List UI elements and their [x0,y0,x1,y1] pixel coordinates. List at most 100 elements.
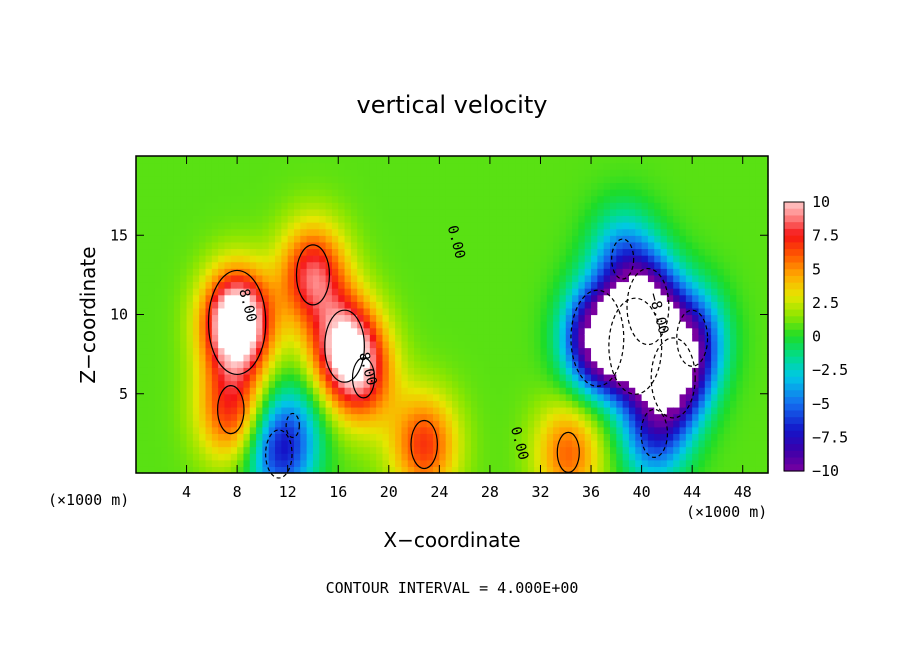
field-cell [470,208,478,217]
field-cell [414,156,421,164]
field-cell [717,367,725,375]
field-cell [439,268,447,276]
field-cell [546,222,554,230]
field-cell [666,241,674,250]
field-cell [660,288,668,296]
field-cell [338,354,346,362]
field-cell [534,255,542,263]
field-cell [173,175,181,184]
field-cell [584,294,592,302]
field-cell [464,182,472,190]
field-cell [508,195,516,203]
field-cell [369,241,377,250]
field-cell [136,420,143,428]
field-cell [673,274,681,283]
field-cell [603,175,611,184]
field-cell [534,189,542,197]
field-cell [673,228,681,236]
field-cell [603,228,611,236]
field-cell [692,446,700,454]
field-cell [388,466,396,474]
field-cell [755,162,763,170]
field-cell [572,156,579,164]
field-cell [262,182,270,190]
field-cell [148,228,156,236]
field-cell [401,459,409,467]
field-cell [553,195,561,203]
field-cell [148,235,156,243]
field-cell [142,321,150,329]
field-cell [363,175,371,184]
field-cell [711,453,719,461]
field-cell [483,393,491,401]
field-cell [647,400,655,408]
field-cell [173,340,181,349]
field-cell [205,228,213,236]
field-cell [483,248,491,256]
field-cell [407,268,415,276]
contour-interval-note: CONTOUR INTERVAL = 4.000E+00 [326,579,579,597]
field-cell [742,354,750,362]
field-cell [186,406,194,415]
field-cell [559,241,567,250]
field-cell [521,380,529,388]
field-cell [426,400,434,408]
field-cell [319,248,327,256]
field-cell [496,281,504,289]
field-cell [148,380,156,388]
field-cell [534,235,542,243]
field-cell [300,228,308,236]
field-cell [527,235,535,243]
field-cell [610,169,617,177]
field-cell [180,281,188,289]
field-cell [445,393,453,401]
field-cell [275,156,282,164]
field-cell [692,459,700,467]
field-cell [243,268,251,276]
field-cell [515,189,523,197]
x-tick-label: 16 [329,483,347,501]
field-cell [426,340,434,349]
field-cell [452,235,459,243]
field-cell [407,156,415,164]
field-cell [426,406,434,415]
field-cell [382,387,390,395]
field-cell [148,255,156,263]
field-cell [325,413,333,421]
field-cell [439,466,447,474]
field-cell [483,321,491,329]
field-cell [262,189,270,197]
field-cell [546,202,554,210]
field-cell [711,459,719,467]
field-cell [647,175,655,184]
field-cell [515,307,523,316]
field-cell [464,274,472,283]
field-cell [388,261,396,269]
field-cell [382,195,390,203]
field-cell [350,162,358,170]
field-cell [603,189,611,197]
field-cell [521,169,529,177]
field-cell [312,400,320,408]
field-cell [192,354,200,362]
field-cell [281,169,289,177]
field-cell [749,393,756,401]
field-cell [685,215,693,223]
field-cell [578,314,586,322]
field-cell [515,340,523,349]
field-cell [142,255,150,263]
field-cell [477,195,485,203]
field-cell [331,453,339,461]
field-cell [230,406,238,415]
field-cell [275,393,282,401]
field-cell [237,321,245,329]
field-cell [508,274,516,283]
field-cell [628,314,636,322]
field-cell [256,334,263,342]
field-cell [597,195,605,203]
field-cell [679,340,687,349]
field-cell [357,301,365,309]
field-cell [344,241,352,250]
field-cell [572,294,579,302]
field-cell [673,393,681,401]
